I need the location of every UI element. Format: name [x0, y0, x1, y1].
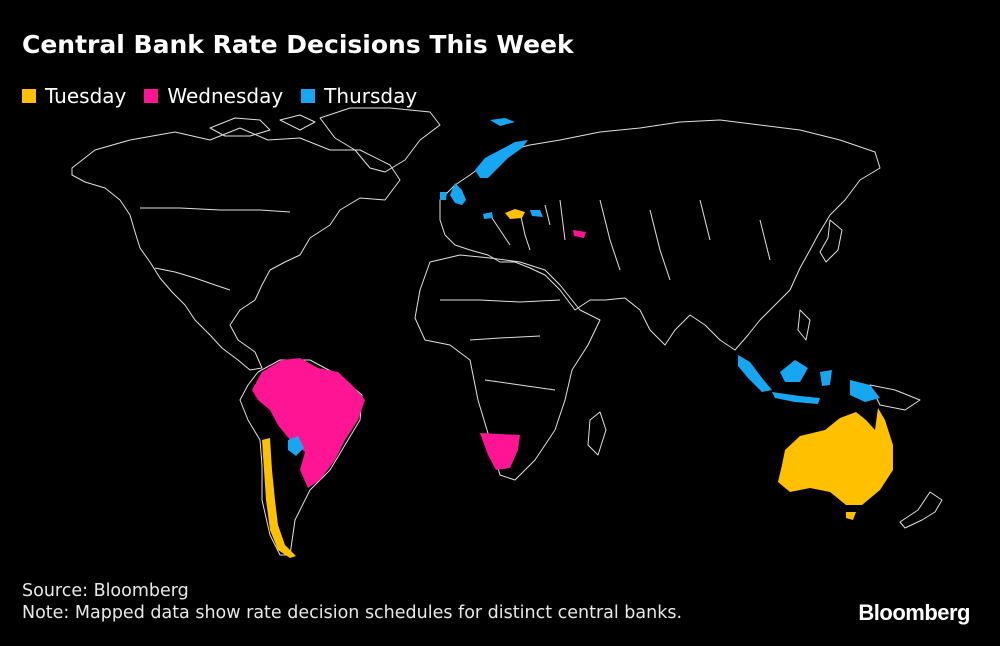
brazil-wednesday — [252, 358, 365, 488]
legend-swatch-tuesday — [22, 89, 36, 103]
legend-swatch-wednesday — [144, 89, 159, 103]
tasmania-tuesday — [846, 512, 856, 520]
legend: Tuesday Wednesday Thursday — [22, 83, 435, 109]
north-america-outline — [71, 127, 401, 371]
canada-border — [140, 207, 291, 213]
legend-label-thursday: Thursday — [324, 84, 418, 108]
philippines-outline — [797, 309, 811, 341]
eurasia-outline — [439, 119, 881, 351]
hungary-tuesday — [505, 209, 525, 219]
uk-thursday — [450, 183, 466, 205]
africa-outline — [414, 254, 601, 481]
world-map — [71, 107, 943, 558]
bloomberg-logo: Bloomberg — [858, 600, 970, 625]
namibia-wednesday — [480, 433, 520, 470]
legend-item-wednesday: Wednesday — [144, 84, 283, 108]
legend-item-thursday: Thursday — [301, 84, 417, 108]
indonesia-thursday — [738, 355, 880, 404]
legend-swatch-thursday — [301, 89, 316, 103]
legend-item-tuesday: Tuesday — [22, 84, 126, 108]
svalbard-thursday — [490, 118, 515, 126]
norway-thursday — [475, 140, 528, 178]
footer: Source: Bloomberg Note: Mapped data show… — [22, 580, 682, 624]
greenland-outline — [319, 107, 441, 173]
legend-label-tuesday: Tuesday — [45, 84, 127, 108]
us-mexico-border — [154, 267, 231, 291]
papua-outline — [869, 384, 921, 411]
chart-title: Central Bank Rate Decisions This Week — [22, 30, 574, 59]
europe-borders — [489, 199, 771, 281]
chile-tuesday — [262, 438, 296, 558]
ukraine-thursday — [530, 210, 543, 217]
note-text: Note: Mapped data show rate decision sch… — [22, 603, 683, 623]
new-zealand-outline — [899, 491, 943, 529]
arctic-islands — [209, 114, 316, 137]
japan-outline — [819, 219, 843, 263]
switzerland-thursday — [483, 212, 493, 219]
source-text: Source: Bloomberg — [22, 581, 189, 601]
ireland-thursday — [440, 192, 447, 200]
madagascar-outline — [587, 411, 607, 456]
legend-label-wednesday: Wednesday — [167, 84, 284, 108]
georgia-wednesday — [573, 230, 586, 238]
australia-tuesday — [778, 408, 893, 505]
africa-borders — [440, 299, 561, 391]
paraguay-thursday — [288, 436, 304, 456]
